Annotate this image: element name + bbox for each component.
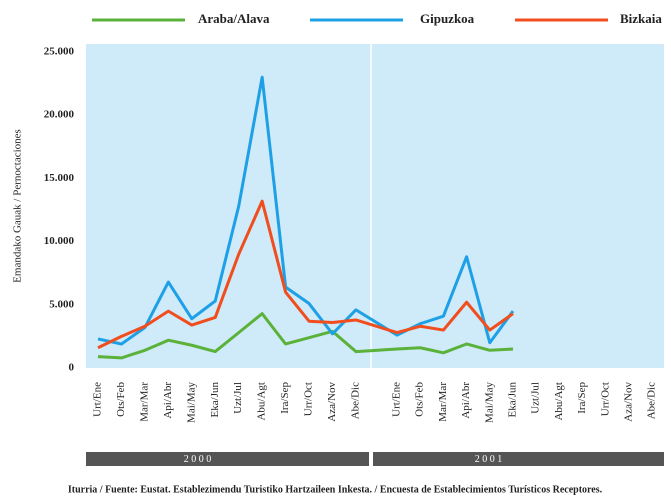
- source: Iturria / Fuente: Eustat. Establezimendu…: [68, 484, 603, 495]
- x-tick-label: Urt/Ene: [391, 382, 403, 417]
- y-tick-label: 15.000: [44, 172, 75, 184]
- year-label: 2 0 0 0: [184, 454, 212, 465]
- year-band: [373, 452, 664, 466]
- legend-label: Bizkaia: [620, 11, 662, 26]
- x-tick-label: Uzt/Jul: [530, 382, 542, 414]
- x-tick-label: Mai/May: [185, 382, 197, 423]
- y-tick-label: 0: [69, 362, 75, 374]
- x-tick-label: Ira/Sep: [279, 382, 291, 414]
- x-tick-label: Ira/Sep: [576, 382, 588, 414]
- y-tick-label: 5.000: [49, 298, 74, 310]
- x-tick-label: Aza/Nov: [623, 382, 635, 422]
- x-tick-label: Aza/Nov: [326, 382, 338, 422]
- y-tick-label: 10.000: [44, 235, 75, 247]
- x-tick-label: Urt/Ene: [92, 382, 104, 417]
- x-tick-label: Ots/Feb: [414, 382, 426, 417]
- x-tick-label: Uzt/Jul: [232, 382, 244, 414]
- x-tick-label: Api/Abr: [162, 382, 174, 419]
- x-tick-label: Ots/Feb: [115, 382, 127, 417]
- series-line: [97, 75, 515, 346]
- year-band: [86, 452, 369, 466]
- year-label: 2 0 0 1: [475, 454, 503, 465]
- x-tick-label: Mai/May: [483, 382, 495, 423]
- x-tick-label: Mar/Mar: [138, 382, 150, 422]
- x-tick-label: Urr/Oct: [303, 382, 315, 416]
- x-tick-label: Abu/Agt: [256, 382, 268, 421]
- y-tick-label: 25.000: [44, 46, 75, 58]
- x-tick-label: Eka/Jun: [507, 382, 519, 418]
- x-tick-label: Abu/Agt: [553, 382, 565, 421]
- x-tick-label: Abe/Dic: [349, 382, 361, 419]
- x-tick-label: Urr/Oct: [599, 382, 611, 416]
- x-tick-label: Api/Abr: [460, 382, 472, 419]
- x-tick-label: Eka/Jun: [209, 382, 221, 418]
- y-tick-label: 20.000: [44, 109, 75, 121]
- plot-area: [86, 44, 664, 368]
- x-tick-label: Mar/Mar: [437, 382, 449, 422]
- legend-label: Gipuzkoa: [420, 11, 475, 26]
- x-tick-label: Abe/Dic: [646, 382, 658, 419]
- y-axis-title: Emandako Gauak / Pernoctaciones: [12, 129, 24, 283]
- legend-label: Araba/Alava: [198, 11, 270, 26]
- series-line: [97, 312, 514, 360]
- series-line: [97, 199, 514, 350]
